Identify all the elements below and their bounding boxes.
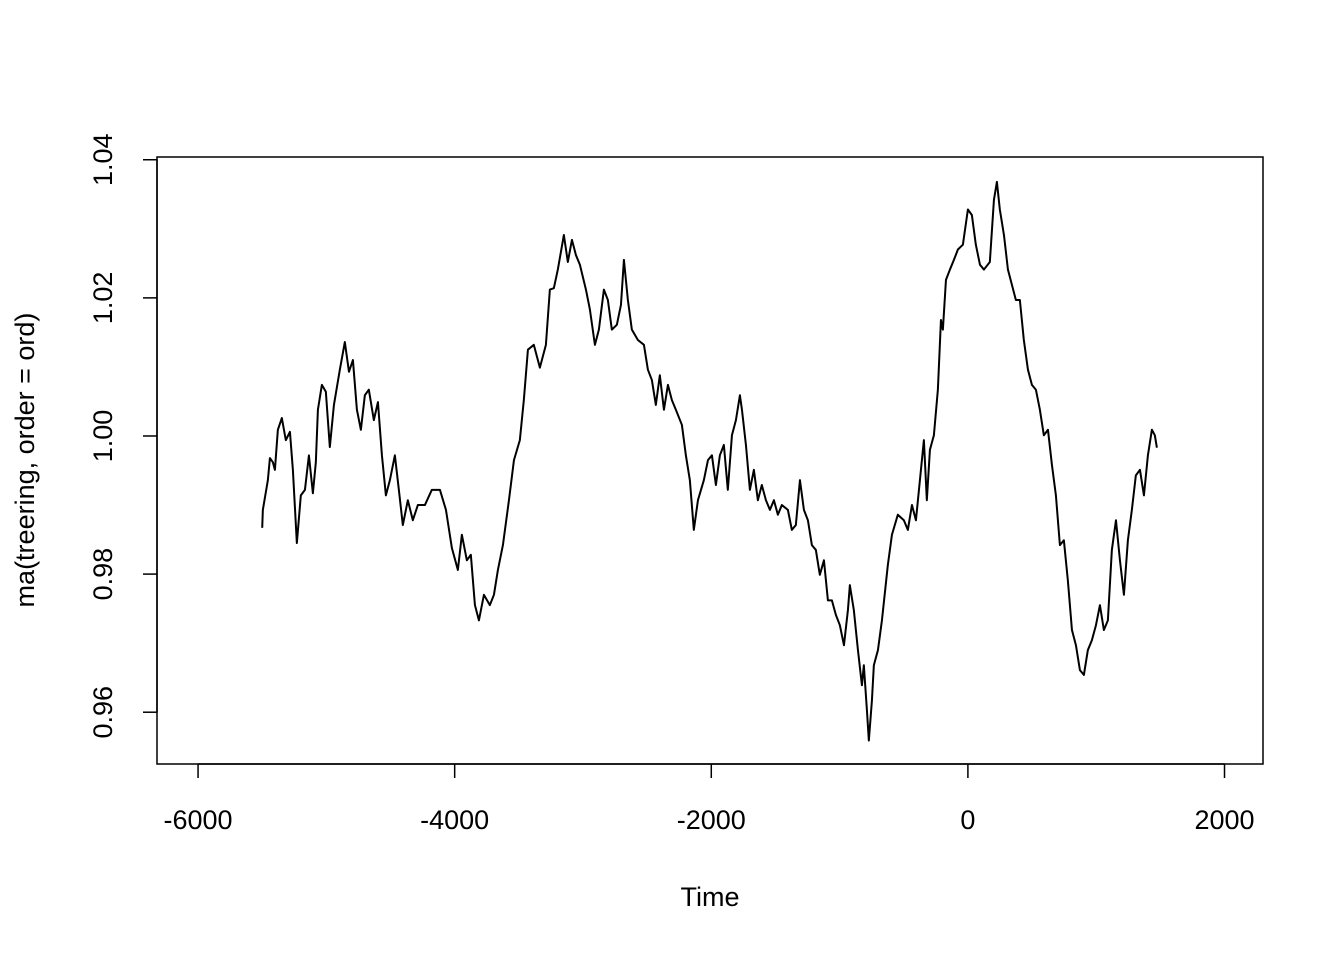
y-tick-label: 1.00 [88,410,118,463]
plot-frame [156,156,1264,765]
y-tick-label: 0.96 [88,686,118,739]
y-tick-label: 1.04 [88,133,118,186]
y-tick-label: 1.02 [88,272,118,325]
x-tick-label: 2000 [1194,805,1254,835]
x-tick-label: -2000 [677,805,746,835]
data-line [261,180,1158,742]
y-axis-label: ma(treering, order = ord) [10,313,40,608]
x-axis-label: Time [681,882,740,912]
x-tick-label: 0 [960,805,975,835]
x-tick-label: -4000 [420,805,489,835]
x-tick-label: -6000 [164,805,233,835]
y-tick-label: 0.98 [88,548,118,601]
